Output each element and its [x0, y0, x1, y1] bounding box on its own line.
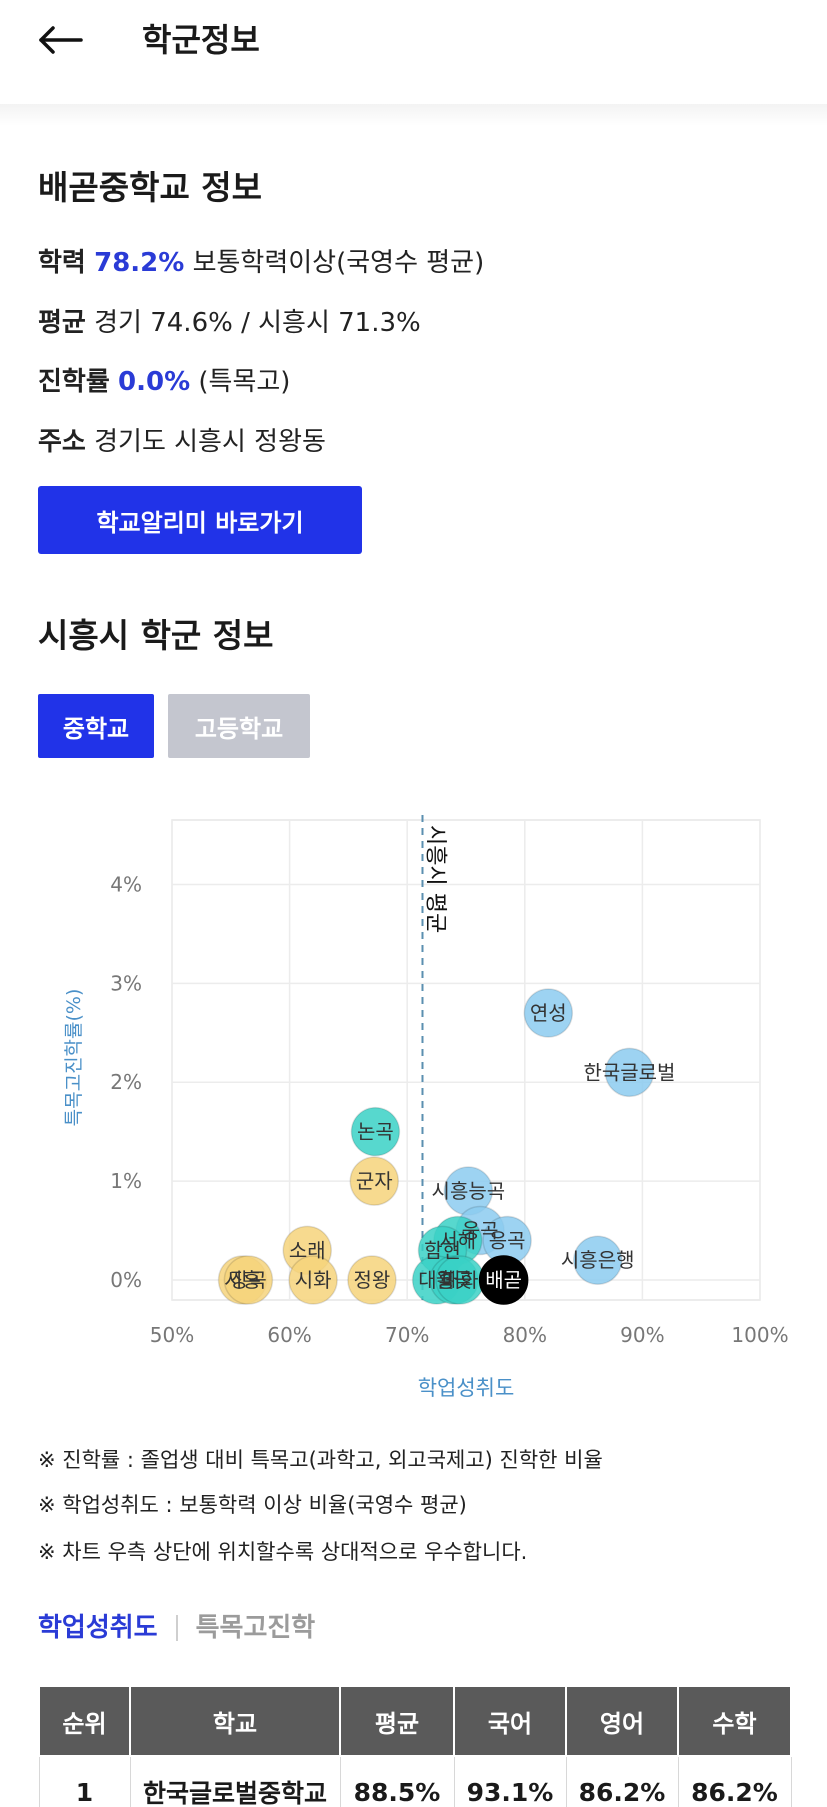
tab-achievement[interactable]: 학업성취도	[38, 1613, 158, 1643]
column-header: 수학	[677, 1685, 792, 1757]
scatter-point[interactable]	[350, 1106, 401, 1157]
point-label: 군자	[356, 1169, 393, 1193]
average-row: 평균 경기 74.6% / 시흥시 71.3%	[38, 305, 421, 341]
scatter-chart: 50% 60% 70% 80% 90% 100% 0% 1% 2% 3% 4% 시흥시 평균 연성한…	[63, 815, 789, 1400]
column-header: 영어	[565, 1685, 679, 1757]
column-header: 학교	[129, 1685, 341, 1757]
reference-line-label: 시흥시 평균	[422, 825, 447, 933]
note-achievement: ※ 학업성취도 : 보통학력 이상 비율(국영수 평균)	[38, 1493, 467, 1517]
column-header: 국어	[453, 1685, 567, 1757]
point-label: 한국글로벌	[583, 1060, 675, 1084]
scatter-point[interactable]	[347, 1255, 397, 1305]
point-label: 대흥	[418, 1268, 455, 1292]
advancement-row: 진학률 0.0% (특목고)	[38, 364, 290, 400]
note-chart-guide: ※ 차트 우측 상단에 위치할수록 상대적으로 우수합니다.	[38, 1540, 528, 1564]
table-header-row: 순위 학교 평균 국어 영어 수학	[38, 1685, 792, 1757]
table-cell: 1	[38, 1755, 131, 1807]
point-label: 배곧	[485, 1268, 522, 1292]
point-label: 연성	[530, 1001, 567, 1025]
y-tick-label: 0%	[110, 1268, 142, 1292]
district-heading: 시흥시 학군 정보	[38, 616, 274, 655]
table-cell: 86.2%	[677, 1755, 792, 1807]
table-cell: 93.1%	[453, 1755, 567, 1807]
point-label: 웅곡	[462, 1219, 499, 1243]
point-label: 장곡	[230, 1268, 267, 1292]
y-tick-label: 3%	[110, 971, 142, 995]
school-info-heading: 배곧중학교 정보	[38, 168, 263, 207]
x-tick-label: 90%	[620, 1323, 664, 1347]
column-header: 순위	[38, 1685, 131, 1757]
scatter-point[interactable]	[523, 988, 574, 1038]
point-label: 시흥은행	[561, 1248, 635, 1272]
tab-separator	[175, 1615, 178, 1641]
point-label: 시흥능곡	[432, 1179, 506, 1203]
top-app-bar: 학군정보	[0, 0, 827, 86]
point-label: 매화	[442, 1268, 479, 1292]
point-label: 시화	[295, 1268, 332, 1292]
academic-label: 학력	[38, 248, 86, 278]
tab-middle-school[interactable]: 중학교	[38, 694, 154, 758]
school-info-link-button[interactable]: 학교알리미 바로가기	[38, 486, 362, 554]
table-cell: 88.5%	[339, 1755, 455, 1807]
advancement-value: 0.0%	[118, 367, 191, 397]
scatter-point[interactable]	[604, 1047, 655, 1098]
point-label: 논곡	[357, 1120, 394, 1144]
table-cell: 한국글로벌중학교	[129, 1755, 341, 1807]
advancement-label: 진학률	[38, 367, 110, 397]
point-label: 시흥	[224, 1268, 261, 1292]
average-text: 경기 74.6% / 시흥시 71.3%	[94, 308, 421, 338]
scatter-point[interactable]	[349, 1156, 400, 1206]
point-label: 함현	[424, 1238, 461, 1262]
ranking-tabs: 학업성취도 특목고진학	[38, 1610, 315, 1646]
point-label: 월곶	[436, 1268, 473, 1292]
y-tick-label: 1%	[110, 1169, 142, 1193]
point-label: 소래	[289, 1238, 326, 1262]
point-label: 응곡	[489, 1228, 526, 1252]
point-label: 정왕	[354, 1268, 391, 1292]
address-text: 경기도 시흥시 정왕동	[94, 427, 326, 457]
scatter-point[interactable]	[223, 1255, 274, 1305]
advancement-desc: (특목고)	[198, 367, 291, 397]
academic-row: 학력 78.2% 보통학력이상(국영수 평균)	[38, 245, 484, 281]
page-title: 학군정보	[142, 21, 260, 59]
x-tick-label: 100%	[731, 1323, 788, 1347]
address-label: 주소	[38, 427, 86, 457]
scatter-point[interactable]	[572, 1235, 623, 1285]
x-tick-label: 80%	[503, 1323, 547, 1347]
back-button[interactable]	[30, 14, 90, 66]
academic-desc: 보통학력이상(국영수 평균)	[192, 248, 485, 278]
x-axis-label: 학업성취도	[418, 1376, 515, 1400]
x-tick-label: 70%	[385, 1323, 429, 1347]
y-tick-label: 2%	[110, 1070, 142, 1094]
arrow-left-icon	[39, 26, 83, 54]
table-cell: 86.2%	[565, 1755, 679, 1807]
x-tick-label: 50%	[150, 1323, 194, 1347]
academic-value: 78.2%	[94, 248, 185, 278]
scatter-point[interactable]	[478, 1255, 529, 1305]
y-tick-label: 4%	[110, 872, 142, 896]
tab-high-school[interactable]: 고등학교	[168, 694, 310, 758]
address-row: 주소 경기도 시흥시 정왕동	[38, 424, 326, 460]
note-advancement: ※ 진학률 : 졸업생 대비 특목고(과학고, 외고국제고) 진학한 비율	[38, 1448, 603, 1472]
ranking-table: 순위 학교 평균 국어 영어 수학 1 한국글로벌중학교 88.5% 93.1%…	[38, 1685, 792, 1807]
column-header: 평균	[339, 1685, 455, 1757]
scatter-point[interactable]	[288, 1255, 338, 1305]
x-tick-label: 60%	[267, 1323, 311, 1347]
average-label: 평균	[38, 308, 86, 338]
point-label: 서해	[439, 1228, 476, 1252]
table-row[interactable]: 1 한국글로벌중학교 88.5% 93.1% 86.2% 86.2%	[38, 1755, 792, 1807]
y-axis-label: 특목고진학률(%)	[63, 989, 85, 1127]
header-divider	[0, 104, 827, 126]
tab-special-high[interactable]: 특목고진학	[195, 1613, 316, 1643]
